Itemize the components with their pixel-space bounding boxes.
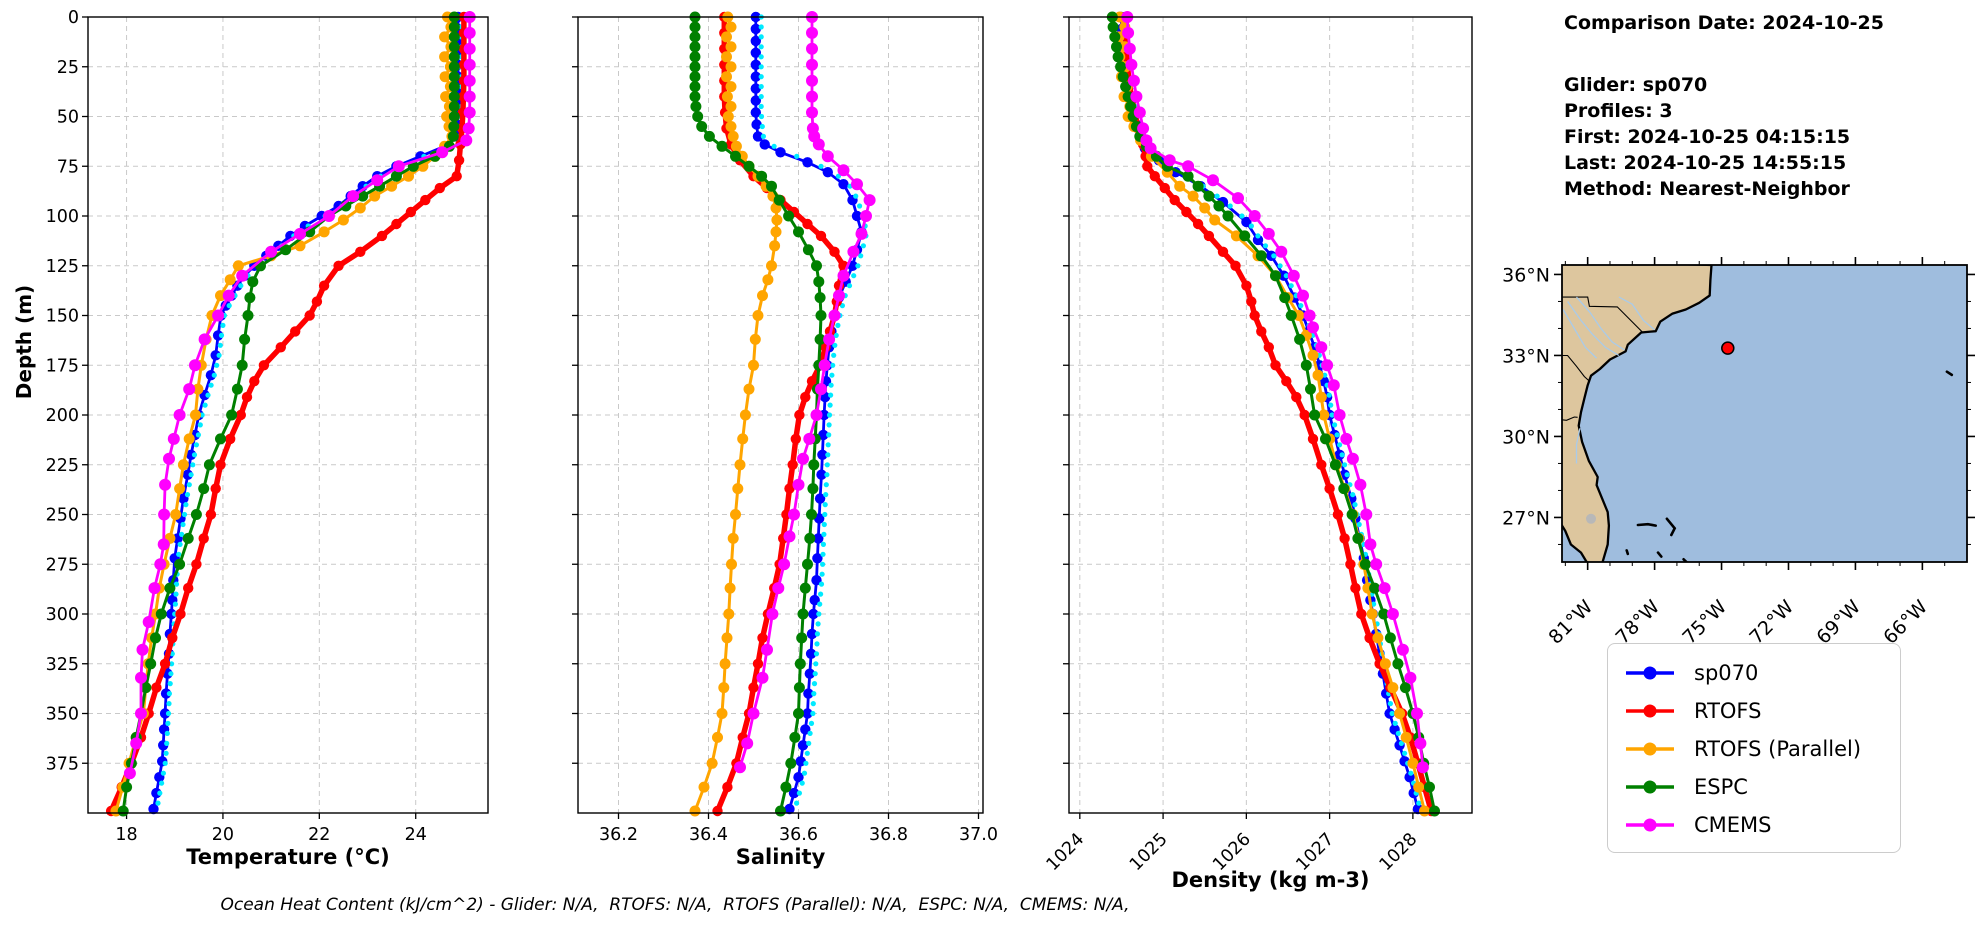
comparison-info-block: Comparison Date: 2024-10-25 Glider: sp07… [1564,10,1884,202]
salinity-tick-label: 36.6 [779,825,818,845]
map-lon-tick-label: 78°W [1611,596,1664,649]
map-river [1575,428,1581,464]
depth-tick-label: 375 [46,754,79,774]
depth-tick-label: 250 [46,506,79,526]
map-island [1682,558,1689,562]
legend-box: sp070 RTOFS RTOFS (Parallel) ESPC CMEMS [1607,643,1901,853]
map-island [1625,549,1630,556]
last-profile-time-text: Last: 2024-10-25 14:55:15 [1564,152,1847,174]
map-lat-tick-label: 30°N [1502,426,1550,448]
legend-label: sp070 [1694,661,1759,685]
legend-item-rtofs: RTOFS [1608,692,1900,730]
map-lon-tick-label: 75°W [1678,596,1731,649]
legend-label: ESPC [1694,775,1748,799]
depth-axis-label: Depth (m) [12,284,36,400]
map-state-border [1562,296,1643,333]
series-cmems [123,11,476,780]
map-lat-tick-label: 33°N [1502,345,1550,367]
legend-item-sp070: sp070 [1608,654,1900,692]
legend-item-rtofs-parallel-: RTOFS (Parallel) [1608,730,1900,768]
legend-item-espc: ESPC [1608,768,1900,806]
depth-tick-label: 50 [57,108,79,128]
depth-tick-label: 225 [46,456,79,476]
temperature-tick-label: 18 [115,825,137,845]
map-lat-tick-label: 27°N [1502,507,1550,529]
density-axis-label: Density (kg m-3) [1171,868,1370,892]
depth-tick-label: 0 [68,8,79,28]
map-river [1618,296,1656,331]
depth-tick-label: 200 [46,406,79,426]
series-rtofs [105,11,470,817]
depth-tick-label: 350 [46,705,79,725]
legend-line-marker-icon [1626,780,1674,794]
depth-tick-label: 175 [46,356,79,376]
map-lake [1586,513,1597,524]
map-island [1665,517,1677,537]
series-espc [1106,11,1440,817]
depth-tick-label: 150 [46,307,79,327]
temperature-tick-label: 24 [405,825,427,845]
map-island [1945,370,1954,377]
map-lat-tick-label: 36°N [1502,264,1550,286]
location-map: 36°N 33°N 30°N 27°N 81°W 78°W 75°W 72°W 69°W 66°W [1502,257,1975,649]
map-lon-tick-label: 69°W [1812,596,1865,649]
salinity-tick-label: 37.0 [959,825,998,845]
map-lon-tick-label: 72°W [1745,596,1798,649]
map-island [1636,522,1657,527]
comparison-date-text: Comparison Date: 2024-10-25 [1564,12,1884,34]
legend-label: RTOFS [1694,699,1762,723]
legend-line-marker-icon [1626,704,1674,718]
depth-tick-label: 275 [46,555,79,575]
temperature-tick-label: 20 [212,825,234,845]
salinity-tick-label: 36.2 [599,825,638,845]
depth-tick-label: 25 [57,58,79,78]
series-cmems [1121,11,1429,774]
map-lon-tick-label: 81°W [1545,596,1598,649]
legend-line-marker-icon [1626,818,1674,832]
salinity-tick-label: 36.4 [689,825,728,845]
series-cmems [734,11,876,774]
method-text: Method: Nearest-Neighbor [1564,178,1850,200]
map-state-border [1562,354,1591,383]
depth-tick-label: 100 [46,207,79,227]
density-panel: 1024 1025 1026 1027 1028 [1043,11,1473,875]
map-river [1576,296,1625,351]
profiles-count-text: Profiles: 3 [1564,100,1673,122]
series-sp070 [1116,11,1424,815]
series-rtofs-parallel- [689,11,783,817]
legend-item-cmems: CMEMS [1608,806,1900,844]
map-layers [1562,265,1967,562]
legend-line-marker-icon [1626,742,1674,756]
legend-label: RTOFS (Parallel) [1694,737,1862,761]
map-coastline [1562,265,1713,562]
series-glider-raw-sp070- [1121,14,1422,806]
salinity-panel: 36.2 36.4 36.6 36.8 37.0 [572,11,998,845]
legend-label: CMEMS [1694,813,1772,837]
temperature-tick-label: 22 [308,825,330,845]
depth-tick-label: 300 [46,605,79,625]
temperature-panel: 0 25 50 75 100 125 150 175 200 225 250 275 300 325 350… [46,8,489,845]
salinity-axis-label: Salinity [735,845,826,869]
map-river [1567,301,1620,357]
ocean-heat-content-footnote: Ocean Heat Content (kJ/cm^2) - Glider: N… [220,895,1130,915]
first-profile-time-text: First: 2024-10-25 04:15:15 [1564,126,1851,148]
legend-line-marker-icon [1626,666,1674,680]
series-glider-raw-sp070- [758,14,869,806]
glider-position-marker [1721,341,1735,355]
series-glider-raw-sp070- [155,14,465,806]
glider-name-text: Glider: sp070 [1564,74,1708,96]
temperature-axis-label: Temperature (°C) [186,845,390,869]
map-island [1656,551,1663,558]
map-river [1562,309,1598,359]
depth-tick-label: 325 [46,655,79,675]
map-lon-tick-label: 66°W [1879,596,1932,649]
depth-tick-label: 75 [57,157,79,177]
salinity-tick-label: 36.8 [869,825,908,845]
depth-tick-label: 125 [46,257,79,277]
series-espc [689,11,827,817]
